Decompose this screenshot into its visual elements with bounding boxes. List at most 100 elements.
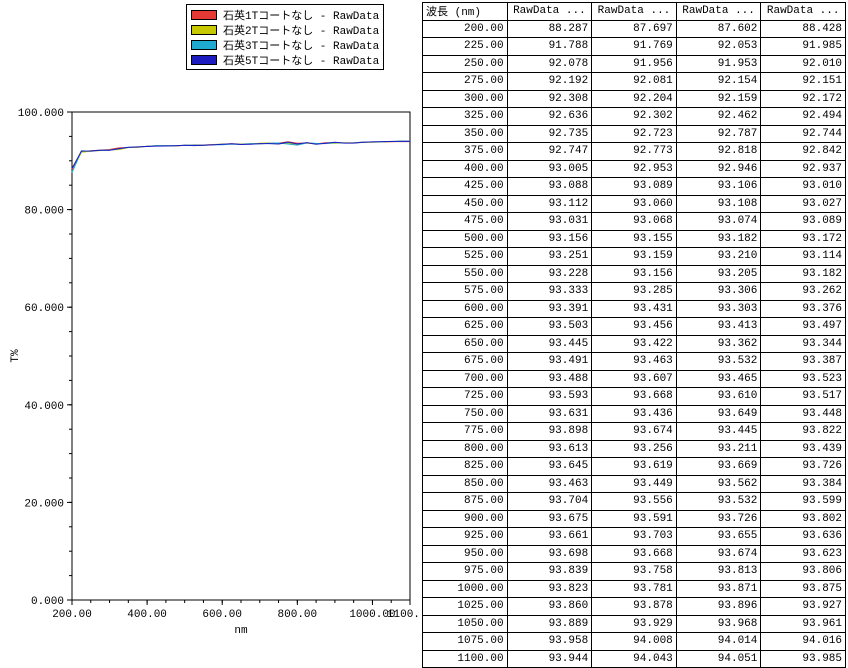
cell: 93.675 [507, 510, 592, 528]
table-row: 925.0093.66193.70393.65593.636 [423, 528, 846, 546]
cell: 92.494 [761, 108, 846, 126]
cell: 800.00 [423, 440, 508, 458]
cell: 93.156 [592, 265, 677, 283]
table-row: 325.0092.63692.30292.46292.494 [423, 108, 846, 126]
cell: 93.251 [507, 248, 592, 266]
cell: 93.898 [507, 423, 592, 441]
cell: 88.428 [761, 20, 846, 38]
cell: 93.823 [507, 580, 592, 598]
table-row: 525.0093.25193.15993.21093.114 [423, 248, 846, 266]
cell: 93.958 [507, 633, 592, 651]
cell: 93.645 [507, 458, 592, 476]
legend-item: 石英2Tコートなし - RawData [191, 22, 379, 37]
table-row: 300.0092.30892.20492.15992.172 [423, 90, 846, 108]
cell: 1075.00 [423, 633, 508, 651]
cell: 93.210 [676, 248, 761, 266]
table-row: 700.0093.48893.60793.46593.523 [423, 370, 846, 388]
cell: 93.532 [676, 353, 761, 371]
cell: 650.00 [423, 335, 508, 353]
cell: 93.613 [507, 440, 592, 458]
cell: 375.00 [423, 143, 508, 161]
svg-text:40.000: 40.000 [24, 401, 64, 413]
cell: 93.182 [761, 265, 846, 283]
cell: 93.205 [676, 265, 761, 283]
cell: 92.787 [676, 125, 761, 143]
cell: 93.027 [761, 195, 846, 213]
cell: 93.010 [761, 178, 846, 196]
data-table: 波長 (nm)RawData ...RawData ...RawData ...… [422, 2, 846, 668]
svg-text:600.00: 600.00 [202, 609, 242, 621]
cell: 93.456 [592, 318, 677, 336]
cell: 92.747 [507, 143, 592, 161]
cell: 775.00 [423, 423, 508, 441]
table-row: 400.0093.00592.95392.94692.937 [423, 160, 846, 178]
cell: 93.698 [507, 545, 592, 563]
cell: 93.674 [676, 545, 761, 563]
cell: 725.00 [423, 388, 508, 406]
table-row: 750.0093.63193.43693.64993.448 [423, 405, 846, 423]
table-row: 550.0093.22893.15693.20593.182 [423, 265, 846, 283]
cell: 87.697 [592, 20, 677, 38]
cell: 93.387 [761, 353, 846, 371]
cell: 93.726 [761, 458, 846, 476]
cell: 92.818 [676, 143, 761, 161]
legend-item: 石英5Tコートなし - RawData [191, 52, 379, 67]
col-header: RawData ... [676, 3, 761, 21]
table-row: 500.0093.15693.15593.18293.172 [423, 230, 846, 248]
cell: 93.758 [592, 563, 677, 581]
cell: 93.927 [761, 598, 846, 616]
cell: 93.726 [676, 510, 761, 528]
cell: 93.445 [507, 335, 592, 353]
cell: 92.773 [592, 143, 677, 161]
cell: 93.068 [592, 213, 677, 231]
table-row: 1025.0093.86093.87893.89693.927 [423, 598, 846, 616]
cell: 93.674 [592, 423, 677, 441]
svg-text:0.000: 0.000 [31, 596, 64, 608]
cell: 93.108 [676, 195, 761, 213]
table-row: 600.0093.39193.43193.30393.376 [423, 300, 846, 318]
cell: 93.391 [507, 300, 592, 318]
cell: 92.172 [761, 90, 846, 108]
cell: 91.985 [761, 38, 846, 56]
svg-text:200.00: 200.00 [52, 609, 92, 621]
cell: 575.00 [423, 283, 508, 301]
cell: 93.871 [676, 580, 761, 598]
cell: 93.556 [592, 493, 677, 511]
cell: 93.523 [761, 370, 846, 388]
table-row: 650.0093.44593.42293.36293.344 [423, 335, 846, 353]
cell: 94.051 [676, 650, 761, 668]
cell: 93.228 [507, 265, 592, 283]
cell: 93.636 [761, 528, 846, 546]
table-row: 675.0093.49193.46393.53293.387 [423, 353, 846, 371]
cell: 93.619 [592, 458, 677, 476]
legend-label: 石英5Tコートなし - RawData [223, 52, 379, 68]
cell: 350.00 [423, 125, 508, 143]
cell: 92.953 [592, 160, 677, 178]
cell: 93.262 [761, 283, 846, 301]
cell: 93.155 [592, 230, 677, 248]
cell: 92.308 [507, 90, 592, 108]
cell: 93.106 [676, 178, 761, 196]
cell: 600.00 [423, 300, 508, 318]
cell: 87.602 [676, 20, 761, 38]
cell: 400.00 [423, 160, 508, 178]
legend-item: 石英3Tコートなし - RawData [191, 37, 379, 52]
legend-swatch [191, 25, 217, 35]
legend-label: 石英3Tコートなし - RawData [223, 37, 379, 53]
cell: 93.306 [676, 283, 761, 301]
cell: 93.668 [592, 545, 677, 563]
cell: 450.00 [423, 195, 508, 213]
cell: 900.00 [423, 510, 508, 528]
cell: 93.517 [761, 388, 846, 406]
cell: 93.491 [507, 353, 592, 371]
table-row: 275.0092.19292.08192.15492.151 [423, 73, 846, 91]
cell: 92.010 [761, 55, 846, 73]
table-row: 800.0093.61393.25693.21193.439 [423, 440, 846, 458]
table-row: 975.0093.83993.75893.81393.806 [423, 563, 846, 581]
cell: 93.112 [507, 195, 592, 213]
cell: 93.562 [676, 475, 761, 493]
cell: 92.735 [507, 125, 592, 143]
table-row: 250.0092.07891.95691.95392.010 [423, 55, 846, 73]
table-row: 900.0093.67593.59193.72693.802 [423, 510, 846, 528]
cell: 93.384 [761, 475, 846, 493]
